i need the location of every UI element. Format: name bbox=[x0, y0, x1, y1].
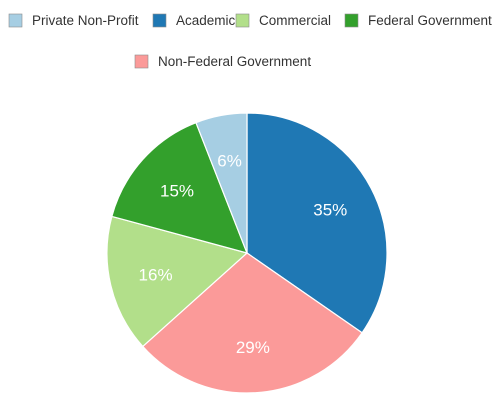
legend-swatch-private-non-profit bbox=[8, 13, 23, 28]
slice-label-federal-government: 15% bbox=[160, 181, 194, 200]
legend-label-academic: Academic bbox=[176, 13, 236, 28]
pie-slice-federal-government bbox=[111, 122, 248, 254]
slice-label-commercial: 16% bbox=[139, 266, 173, 285]
legend-swatch-non-federal-government bbox=[134, 54, 149, 69]
slice-label-academic: 35% bbox=[313, 200, 347, 219]
pie-slice-academic bbox=[246, 112, 388, 334]
legend-item-private-non-profit[interactable]: Private Non-Profit bbox=[8, 13, 139, 28]
legend: Private Non-Profit Academic Commercial Fede… bbox=[8, 13, 492, 69]
legend-label-federal-government: Federal Government bbox=[368, 13, 492, 28]
legend-label-private-non-profit: Private Non-Profit bbox=[32, 13, 139, 28]
legend-item-federal-government[interactable]: Federal Government bbox=[344, 13, 492, 28]
pie-slice-non-federal-government bbox=[142, 252, 363, 394]
legend-item-non-federal-government[interactable]: Non-Federal Government bbox=[134, 54, 311, 69]
pie-slice-private-non-profit bbox=[195, 112, 248, 254]
legend-swatch-federal-government bbox=[344, 13, 359, 28]
pie-slices bbox=[106, 112, 388, 394]
legend-swatch-academic bbox=[152, 13, 167, 28]
legend-swatch-commercial bbox=[235, 13, 250, 28]
slice-label-non-federal-government: 29% bbox=[236, 338, 270, 357]
slice-label-private-non-profit: 6% bbox=[217, 152, 242, 171]
legend-label-commercial: Commercial bbox=[259, 13, 331, 28]
slice-labels: 35% 29% 16% 15% 6% bbox=[139, 152, 348, 357]
legend-item-commercial[interactable]: Commercial bbox=[235, 13, 331, 28]
legend-item-academic[interactable]: Academic bbox=[152, 13, 236, 28]
pie-slice-commercial bbox=[106, 215, 248, 348]
legend-label-non-federal-government: Non-Federal Government bbox=[158, 54, 311, 69]
